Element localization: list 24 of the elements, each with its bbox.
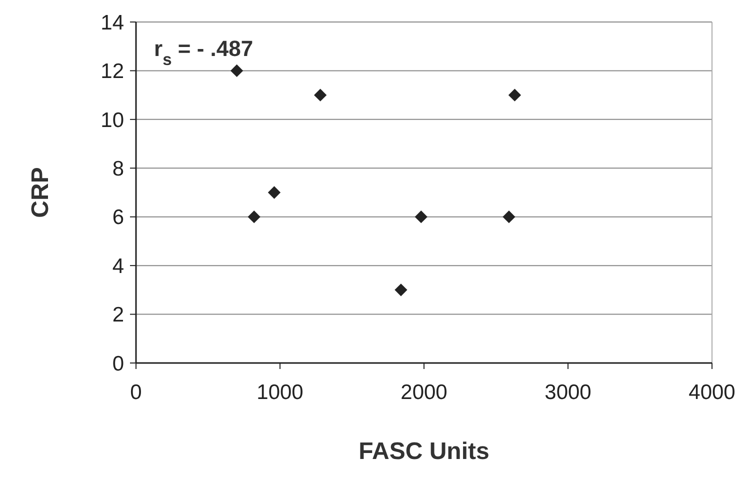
point bbox=[314, 88, 327, 102]
point bbox=[230, 64, 244, 78]
x-axis-title: FASC Units bbox=[358, 438, 490, 465]
y-tick-label: 8 bbox=[112, 157, 124, 180]
y-axis-title: CRP bbox=[27, 167, 54, 218]
point bbox=[502, 210, 516, 224]
y-tick-label: 12 bbox=[100, 60, 124, 84]
x-tick-label: 0 bbox=[130, 381, 142, 404]
y-tick-label: 0 bbox=[112, 352, 124, 376]
annotation: r$_{s}$ = - .487 bbox=[154, 36, 254, 69]
point bbox=[414, 210, 428, 224]
point bbox=[268, 186, 281, 199]
x-tick-label: 3000 bbox=[544, 381, 592, 404]
x-tick-label: 4000 bbox=[688, 381, 736, 404]
y-tick-label: 14 bbox=[100, 11, 124, 34]
y-tick-label: 10 bbox=[100, 108, 124, 132]
x-tick-label: 1000 bbox=[256, 381, 304, 404]
point bbox=[508, 88, 522, 102]
point bbox=[248, 210, 260, 224]
y-tick-label: 2 bbox=[112, 304, 124, 327]
y-tick-label: 6 bbox=[112, 206, 124, 230]
x-tick-label: 2000 bbox=[400, 381, 448, 404]
y-tick-label: 4 bbox=[112, 254, 124, 278]
point bbox=[394, 284, 408, 296]
